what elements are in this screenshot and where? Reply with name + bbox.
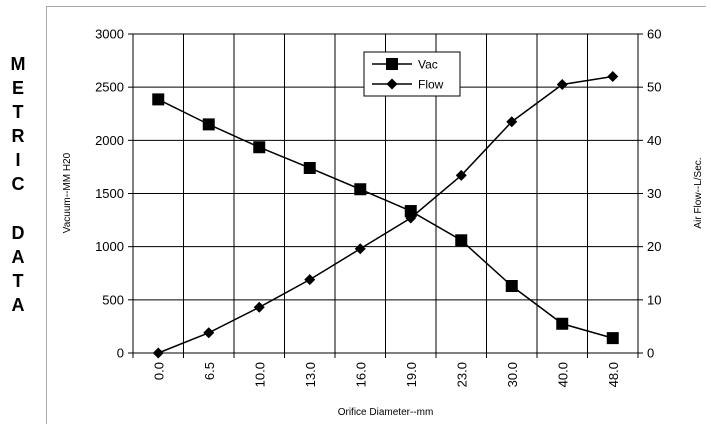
flow-point: [304, 274, 316, 286]
legend-marker-vac: [386, 58, 398, 70]
y2-tick-label: 40: [647, 133, 661, 148]
y-tick-label: 2000: [95, 133, 124, 148]
series-layer: [152, 71, 619, 359]
side-label-letter: D: [11, 222, 25, 243]
vac-point: [253, 141, 266, 154]
series-line-flow: [157, 75, 613, 354]
flow-point: [607, 71, 619, 83]
vac-point: [455, 234, 468, 247]
flow-point: [405, 212, 417, 224]
vac-point: [303, 161, 316, 174]
side-label-letter: A: [11, 294, 25, 315]
legend-label-flow: Flow: [418, 78, 444, 92]
legend-label-vac: Vac: [418, 58, 438, 72]
side-label-letter: M: [10, 54, 26, 74]
y2-tick-label: 30: [647, 186, 661, 201]
vac-point: [505, 280, 518, 293]
flow-point: [506, 116, 518, 128]
x-axis-title: Orifice Diameter--mm: [338, 407, 434, 418]
x-tick-label: 16.0: [353, 362, 368, 387]
x-tick-label: 6.5: [202, 362, 217, 380]
vac-point: [354, 183, 367, 196]
y2-tick-label: 20: [647, 239, 661, 254]
flow-point: [354, 243, 366, 255]
legend-marker-flow: [386, 78, 398, 90]
y2-tick-label: 10: [647, 292, 661, 307]
y-tick-label: 0: [117, 346, 124, 361]
side-label-letter: I: [15, 150, 21, 171]
side-label-letter: T: [12, 102, 24, 123]
side-label-letter: R: [11, 126, 25, 147]
x-tick-label: 40.0: [555, 362, 570, 387]
series-line-vac: [157, 98, 613, 339]
series-flow: [152, 71, 619, 359]
y2-tick-label: 0: [647, 346, 654, 361]
vac-point: [556, 317, 569, 330]
x-tick-label: 30.0: [505, 362, 520, 387]
x-tick-label: 13.0: [303, 362, 318, 387]
x-tick-label: 19.0: [404, 362, 419, 387]
vac-point: [152, 93, 165, 106]
x-tick-label: 0.0: [151, 362, 166, 380]
x-tick-label: 23.0: [454, 362, 469, 387]
y2-tick-label: 50: [647, 80, 661, 95]
legend: Vac Flow: [363, 51, 461, 97]
flow-point: [556, 79, 568, 91]
side-label-letter: A: [11, 246, 25, 267]
y-tick-label: 1500: [95, 186, 124, 201]
y-axis-title: Vacuum--MM H20: [62, 152, 73, 233]
y-tick-label: 1000: [95, 239, 124, 254]
series-vac: [152, 93, 619, 345]
y-tick-label: 500: [102, 292, 124, 307]
y-tick-label: 3000: [95, 27, 124, 42]
axis-ticks: 0 500 1000 1500 2000 2500 3000 0 10 20 30 40 50 60 0.0…: [95, 27, 661, 388]
side-label-letter: C: [11, 174, 25, 195]
flow-point: [253, 301, 265, 313]
legend-box: [363, 51, 461, 97]
y2-tick-label: 60: [647, 27, 661, 42]
side-label-letter: E: [11, 78, 24, 99]
vac-point: [404, 205, 417, 218]
flow-point: [152, 347, 164, 359]
y-tick-label: 2500: [95, 80, 124, 95]
vac-point: [202, 118, 215, 131]
vac-point: [606, 332, 619, 345]
y2-axis-title: Air Flow--L/Sec.: [693, 157, 704, 228]
x-tick-label: 10.0: [252, 362, 267, 387]
flow-point: [455, 169, 467, 181]
flow-point: [203, 327, 215, 339]
x-tick-label: 48.0: [606, 362, 621, 387]
side-label-letter: T: [12, 270, 24, 291]
chart-frame: [46, 6, 706, 424]
